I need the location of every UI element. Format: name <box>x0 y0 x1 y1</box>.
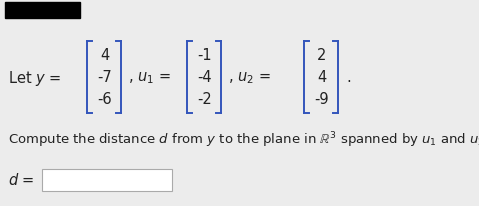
Bar <box>5 3 80 19</box>
Text: -2: -2 <box>198 92 212 107</box>
Text: , $u_2$ =: , $u_2$ = <box>228 70 271 85</box>
Text: , $u_1$ =: , $u_1$ = <box>128 70 171 85</box>
Text: 4: 4 <box>318 70 327 85</box>
Text: .: . <box>346 70 351 85</box>
Text: -7: -7 <box>98 70 113 85</box>
Text: 2: 2 <box>317 48 327 63</box>
Text: 4: 4 <box>101 48 110 63</box>
Text: $\mathit{d}$ =: $\mathit{d}$ = <box>8 171 34 187</box>
Text: -4: -4 <box>198 70 212 85</box>
Text: Compute the distance $\mathit{d}$ from $\mathit{y}$ to the plane in $\mathbb{R}^: Compute the distance $\mathit{d}$ from $… <box>8 130 479 149</box>
FancyBboxPatch shape <box>42 169 172 191</box>
Text: -9: -9 <box>315 92 329 107</box>
Text: Let $\mathit{y}$ =: Let $\mathit{y}$ = <box>8 68 61 87</box>
Text: -1: -1 <box>198 48 212 63</box>
Text: -6: -6 <box>98 92 112 107</box>
